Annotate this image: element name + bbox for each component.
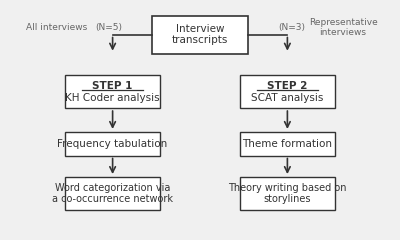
FancyBboxPatch shape [65, 132, 160, 156]
Text: All interviews: All interviews [26, 23, 88, 32]
FancyBboxPatch shape [240, 132, 335, 156]
FancyBboxPatch shape [65, 177, 160, 210]
Text: STEP 1: STEP 1 [92, 81, 133, 91]
Text: STEP 2: STEP 2 [267, 81, 308, 91]
FancyBboxPatch shape [65, 75, 160, 108]
Text: Frequency tabulation: Frequency tabulation [58, 139, 168, 149]
FancyBboxPatch shape [240, 75, 335, 108]
Text: Interview
transcripts: Interview transcripts [172, 24, 228, 45]
Text: Theory writing based on
storylines: Theory writing based on storylines [228, 183, 347, 204]
FancyBboxPatch shape [152, 16, 248, 54]
Text: Representative
interviews: Representative interviews [309, 18, 377, 37]
Text: KH Coder analysis: KH Coder analysis [65, 92, 160, 102]
Text: (N=3): (N=3) [278, 23, 305, 32]
Text: SCAT analysis: SCAT analysis [251, 92, 324, 102]
Text: (N=5): (N=5) [95, 23, 122, 32]
FancyBboxPatch shape [240, 177, 335, 210]
Text: Theme formation: Theme formation [242, 139, 332, 149]
Text: Word categorization via
a co-occurrence network: Word categorization via a co-occurrence … [52, 183, 173, 204]
